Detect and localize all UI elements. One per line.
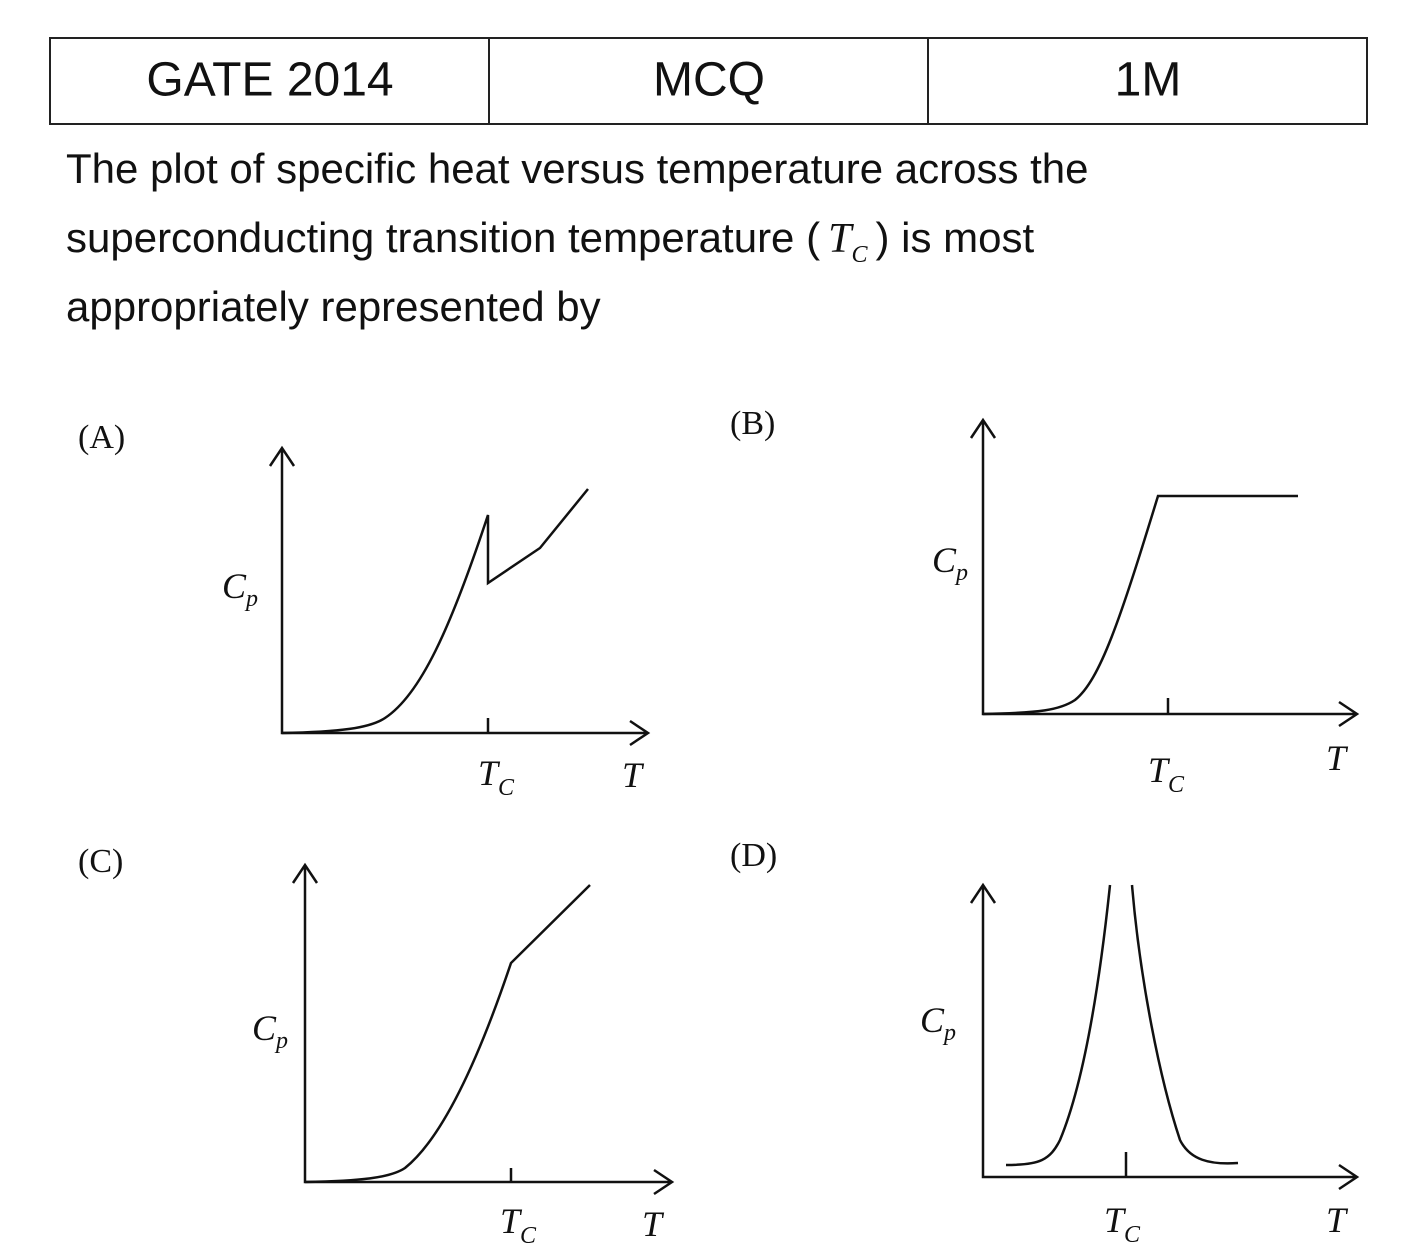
header-cell: MCQ [653,54,765,107]
symbol: C [222,566,247,606]
option-a: (A) Cp TC T [78,419,651,801]
text: ) is most [875,214,1034,261]
symbol: T [1148,750,1171,790]
question-line: The plot of specific heat versus tempera… [66,145,1089,192]
subscript: p [942,1020,956,1046]
subscript: C [498,775,515,801]
subscript: p [954,560,968,586]
text: superconducting transition temperature ( [66,214,820,261]
subscript: p [274,1028,288,1054]
symbol: C [920,1000,945,1040]
math-subscript: C [851,242,868,268]
option-label: (C) [78,843,123,880]
symbol: C [932,540,957,580]
curve [1005,884,1239,1167]
curve [281,488,589,735]
header-table: GATE 2014 MCQ 1M [49,37,1368,125]
y-axis-label: Cp [920,1000,956,1046]
subscript: C [520,1223,537,1249]
y-axis-label: Cp [222,566,258,612]
header-cell: 1M [1115,54,1182,107]
subscript: C [1124,1222,1141,1248]
y-axis-label: Cp [932,540,968,586]
option-label: (A) [78,419,125,456]
math-symbol: T [828,216,854,262]
symbol: T [1104,1200,1127,1240]
symbol: C [252,1008,277,1048]
header-cell: GATE 2014 [146,54,393,107]
option-b: (B) Cp TC T [730,405,1360,798]
axes [969,417,1360,728]
tick-label: TC [1104,1200,1141,1248]
subscript: p [244,586,258,612]
option-d: (D) Cp TC T [730,837,1360,1248]
x-axis-label: T [642,1204,665,1244]
x-axis-label: T [1326,1200,1349,1240]
x-axis-label: T [1326,738,1349,778]
question-line: superconducting transition temperature (… [66,214,1034,268]
curve [982,494,1298,716]
option-label: (B) [730,405,775,442]
symbol: T [478,753,501,793]
tick-label: TC [478,753,515,801]
tick-label: TC [500,1201,537,1249]
y-axis-label: Cp [252,1008,288,1054]
option-label: (D) [730,837,777,874]
option-c: (C) Cp TC T [78,843,675,1249]
question-line: appropriately represented by [66,283,601,330]
tick-label: TC [1148,750,1185,798]
axes [969,882,1360,1191]
curve [304,884,591,1184]
x-axis-label: T [622,755,645,795]
table-border [49,37,1368,125]
axes [291,862,675,1196]
symbol: T [500,1201,523,1241]
subscript: C [1168,772,1185,798]
